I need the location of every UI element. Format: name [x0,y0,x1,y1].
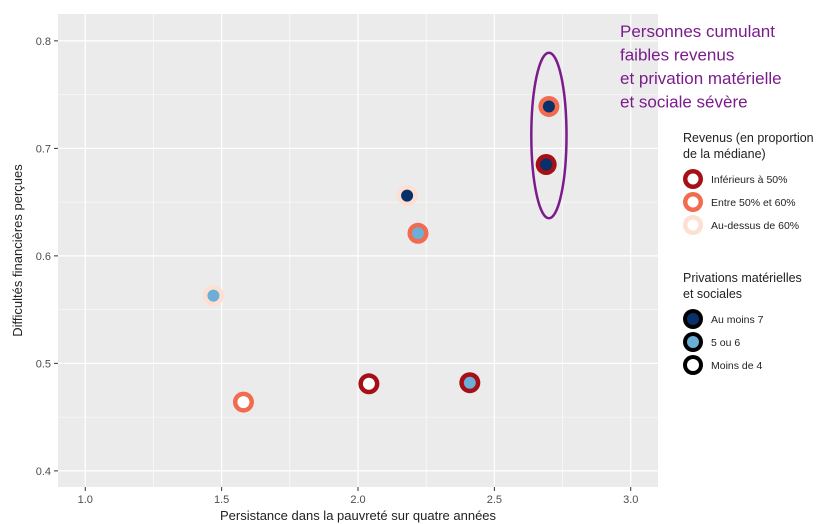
legend-item: Inférieurs à 50% [683,169,787,189]
point-core [540,158,553,171]
legend-item: Au moins 7 [683,309,764,329]
legend-title: Revenus (en proportion [683,131,814,145]
legend-item: 5 ou 6 [683,332,740,352]
data-point [407,222,429,244]
legends: Revenus (en proportion de la médiane) Infé… [683,131,814,375]
legend-label: Entre 50% et 60% [711,197,796,209]
legend-item: Moins de 4 [683,355,763,375]
legend-label: Inférieurs à 50% [711,174,787,186]
x-axis-title: Persistance dans la pauvreté sur quatre … [220,508,497,523]
legend-key-core [687,173,699,185]
point-core [463,376,476,389]
legend-title: de la médiane) [683,147,766,161]
legend: Revenus (en proportion de la médiane) Infé… [683,131,814,235]
annotation-text: et privation matérielle [620,69,782,88]
x-tick-label: 2.0 [350,494,365,506]
legend-title: Privations matérielles [683,271,802,285]
data-point [358,373,380,395]
point-core [412,227,424,240]
legend-key-core [687,359,699,371]
x-tick-label: 2.5 [487,494,502,506]
annotation-text: Personnes cumulant [620,22,775,41]
x-tick-label: 1.0 [78,494,93,506]
legend-label: Moins de 4 [711,360,763,372]
legend: Privations matérielles et sociales Au moin… [683,271,802,375]
legend-label: Au moins 7 [711,314,764,326]
data-points [202,95,560,413]
point-core [207,289,220,302]
annotation-ellipse [530,51,568,220]
legend-label: 5 ou 6 [711,337,740,349]
x-tick-label: 3.0 [623,494,638,506]
legend-key-core [687,219,699,231]
y-axis-title: Difficultés financières perçues [10,164,25,337]
data-point [396,185,418,207]
data-point [459,372,481,394]
legend-key-core [687,336,699,348]
data-point [538,95,560,117]
point-core [542,100,555,113]
legend-title: et sociales [683,287,742,301]
legend-item: Au-dessus de 60% [683,215,799,235]
annotation: Personnes cumulant faibles revenus et priv… [530,22,782,220]
data-point [232,391,254,413]
annotation-text: faibles revenus [620,46,734,65]
data-point [535,154,557,175]
y-tick-label: 0.7 [36,143,51,155]
y-tick-label: 0.4 [36,466,51,478]
y-tick-label: 0.6 [36,251,51,263]
point-core [401,189,414,202]
data-point [202,285,224,307]
annotation-text: et sociale sévère [620,93,748,112]
x-tick-label: 1.5 [214,494,229,506]
legend-key-core [687,196,699,208]
y-tick-label: 0.5 [36,358,51,370]
point-core [362,377,375,390]
legend-item: Entre 50% et 60% [683,192,796,212]
x-axis: 1.0 1.5 2.0 2.5 3.0 [78,487,638,506]
y-tick-label: 0.8 [36,36,51,48]
grid [58,14,658,487]
legend-key-core [687,313,699,325]
y-axis: 0.4 0.5 0.6 0.7 0.8 [36,36,58,478]
point-core [237,396,250,409]
legend-label: Au-dessus de 60% [711,220,799,232]
